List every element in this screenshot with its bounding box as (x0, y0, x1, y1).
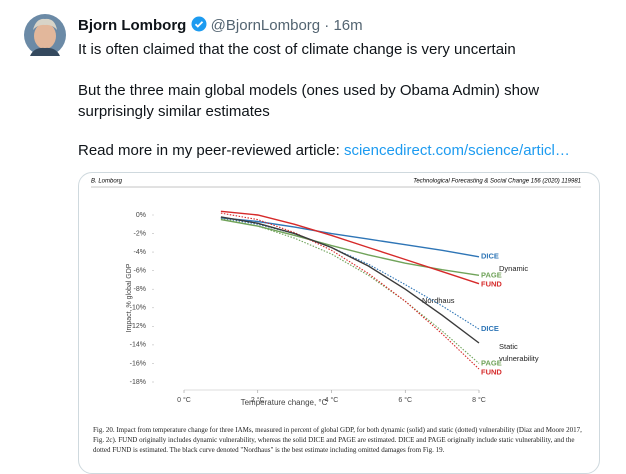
timestamp[interactable]: 16m (333, 17, 363, 34)
y-tick-label: 0% (136, 212, 146, 219)
tweet-paragraph: It is often claimed that the cost of cli… (78, 41, 516, 58)
tweet-header: Bjorn Lomborg @BjornLomborg · 16m (78, 15, 363, 36)
y-tick-label: -16% (130, 360, 146, 367)
annotation: Nordhaus (422, 296, 455, 305)
series-label: DICE (481, 324, 499, 333)
x-tick-label: 8 °C (472, 396, 486, 404)
link[interactable]: sciencedirect.com/science/articl… (343, 142, 570, 159)
handle[interactable]: @BjornLomborg (210, 17, 321, 34)
series-line (220, 217, 480, 258)
y-axis-label: Impact, % global GDP (126, 263, 133, 332)
author-name[interactable]: Bjorn Lomborg (78, 17, 187, 34)
series-label: PAGE (481, 270, 502, 279)
y-tick-label: -12% (130, 323, 146, 330)
x-tick-label: 0 °C (177, 396, 191, 404)
y-tick-label: -8% (134, 286, 146, 293)
x-tick-label: 4 °C (325, 396, 339, 404)
image-card[interactable]: B. Lomborg Technological Forecasting & S… (78, 172, 600, 474)
series-line (220, 218, 480, 276)
annotation: Dynamic (499, 264, 528, 273)
annotation: Static vulnerability (499, 342, 539, 363)
x-tick-label: 2 °C (251, 396, 265, 404)
x-tick-label: 6 °C (398, 396, 412, 404)
verified-badge (191, 16, 206, 32)
y-tick-label: -10% (130, 305, 146, 312)
series-line (220, 210, 480, 285)
figure-caption: Fig. 20. Impact from temperature change … (93, 426, 582, 454)
y-tick-label: -18% (130, 379, 146, 386)
page: Bjorn Lomborg @BjornLomborg · 16m It is … (24, 14, 600, 474)
x-axis-label: Temperature change, °C (241, 398, 328, 407)
y-tick-label: -4% (134, 249, 146, 256)
series-line (220, 217, 480, 330)
tweet-line: Read more in my peer-reviewed article: s… (78, 140, 570, 161)
y-tick-label: -6% (134, 268, 146, 275)
series-label: FUND (481, 279, 502, 288)
image-journal: Technological Forecasting & Social Chang… (413, 179, 581, 185)
series-label: PAGE (481, 358, 502, 367)
series-line (220, 216, 480, 344)
series-line (220, 212, 480, 370)
tweet-paragraph: Read more in my peer-reviewed article: (78, 142, 340, 159)
y-tick-label: -14% (130, 342, 146, 349)
chart: B. Lomborg Technological Forecasting & S… (91, 179, 581, 407)
series-label: DICE (481, 252, 499, 261)
separator: · (324, 17, 330, 34)
series-label: FUND (481, 367, 502, 376)
image-author: B. Lomborg (91, 179, 123, 185)
tweet-paragraph: But the three main global models (ones u… (78, 82, 540, 120)
y-tick-label: -2% (134, 230, 146, 237)
avatar[interactable] (24, 14, 66, 56)
series-line (220, 218, 480, 364)
